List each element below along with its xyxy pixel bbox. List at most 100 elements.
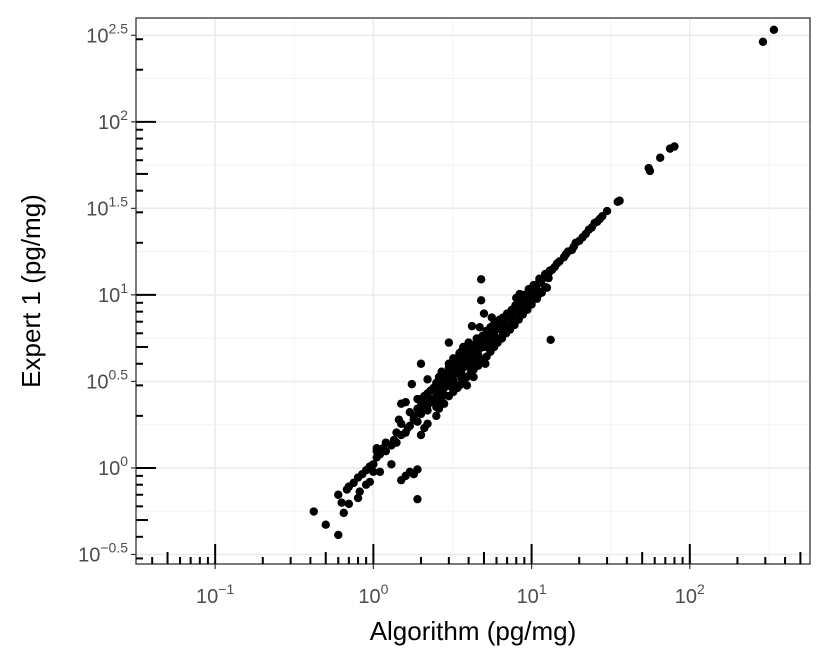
data-point (446, 382, 456, 391)
y-axis-title: Expert 1 (pg/mg) (16, 194, 46, 388)
data-point (462, 342, 472, 352)
data-point (472, 334, 481, 343)
data-point (339, 508, 348, 518)
data-point (529, 280, 538, 290)
data-point (506, 307, 516, 316)
data-point (509, 317, 518, 326)
data-point (541, 282, 550, 292)
data-point (337, 498, 346, 507)
data-point (416, 430, 426, 440)
data-point (344, 499, 354, 509)
data-point (432, 378, 441, 388)
data-point (334, 490, 343, 499)
data-point (526, 298, 536, 308)
data-point (645, 166, 655, 176)
data-point (595, 214, 605, 224)
data-point (444, 359, 454, 368)
data-point (369, 460, 378, 469)
data-point (578, 233, 587, 242)
data-point (656, 153, 665, 162)
data-point (670, 142, 679, 151)
panel-border (135, 17, 811, 565)
data-points (309, 25, 779, 540)
data-point (392, 438, 401, 447)
data-point (407, 379, 417, 389)
data-point (584, 225, 594, 234)
y-tick-label: 100.5 (86, 366, 128, 393)
data-point (501, 320, 511, 330)
data-point (533, 290, 543, 300)
data-point (437, 393, 446, 402)
y-tick-label: 10−0.5 (78, 539, 128, 566)
data-point (552, 259, 562, 268)
y-tick-label: 101 (98, 280, 128, 307)
data-point (453, 381, 462, 390)
data-point (769, 25, 779, 35)
data-point (476, 296, 486, 305)
data-point (423, 375, 432, 384)
grid (135, 18, 810, 564)
data-point (485, 344, 494, 353)
data-point (495, 315, 505, 324)
data-point (546, 335, 555, 345)
data-point (416, 401, 426, 410)
y-axis-ticks: 10−0.5 100 100.5 101 101.5 102 102.5 (78, 20, 136, 566)
data-point (474, 354, 483, 363)
data-point (309, 507, 318, 516)
data-point (355, 487, 364, 496)
data-point (372, 444, 381, 453)
y-tick-label: 102.5 (86, 20, 128, 47)
axis-minor-ticks (136, 38, 802, 564)
data-point (444, 338, 454, 347)
data-point (439, 381, 449, 390)
data-point (475, 323, 484, 332)
data-point (413, 494, 422, 504)
panel-background (136, 18, 810, 564)
data-point (544, 273, 553, 283)
data-point (426, 394, 435, 404)
data-point (571, 238, 580, 247)
data-point (466, 363, 475, 372)
data-point (397, 399, 406, 408)
data-point (511, 301, 520, 310)
data-point (489, 319, 499, 329)
x-tick-label: 101 (517, 581, 547, 608)
data-point (423, 406, 432, 415)
data-point (548, 265, 557, 274)
data-point (446, 371, 456, 381)
data-point (397, 475, 406, 485)
data-point (492, 335, 501, 345)
data-point (394, 415, 404, 424)
data-point (375, 467, 385, 477)
x-axis-title: Algorithm (pg/mg) (370, 616, 577, 646)
y-tick-label: 102 (98, 107, 128, 134)
y-tick-label: 100 (98, 453, 128, 480)
data-point (515, 289, 524, 299)
x-tick-label: 102 (675, 581, 705, 608)
data-point (413, 465, 422, 474)
data-point (369, 467, 378, 477)
data-point (758, 37, 768, 46)
data-point (518, 307, 528, 316)
data-point (535, 274, 544, 283)
data-point (457, 374, 466, 383)
data-point (321, 520, 330, 529)
data-point (353, 493, 363, 503)
data-point (420, 391, 429, 401)
data-point (387, 460, 396, 469)
data-point (432, 411, 441, 421)
data-point (426, 386, 435, 395)
data-point (469, 372, 478, 382)
data-point (405, 407, 415, 417)
data-point (561, 249, 571, 259)
data-point (365, 477, 375, 487)
y-tick-label: 101.5 (86, 193, 128, 220)
data-point (487, 313, 496, 322)
data-point (499, 327, 509, 337)
x-tick-label: 100 (358, 581, 388, 608)
data-point (488, 326, 498, 336)
data-point (334, 530, 343, 540)
data-point (381, 438, 391, 447)
